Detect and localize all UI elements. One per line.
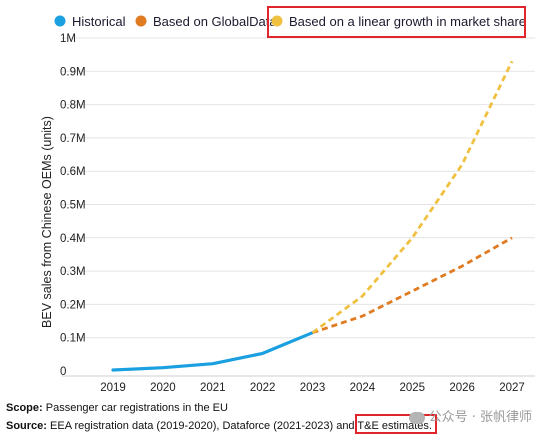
x-tick-label: 2023 (300, 382, 326, 394)
watermark: 公众号 · 张帆律师 (408, 406, 532, 425)
y-tick-label: 0.4M (60, 233, 86, 245)
series-line-2 (312, 236, 513, 335)
series-line-3 (311, 60, 514, 334)
x-axis-ticks: 2019 2020 2021 2022 2023 2024 2025 2026 2027 (100, 382, 525, 394)
source-label: Source: (6, 420, 47, 432)
wechat-icon (408, 411, 425, 424)
legend: Historical Based on GlobalData Based on a … (54, 6, 526, 38)
scope-text: Passenger car registrations in the EU (42, 402, 228, 414)
y-tick-label: 0.8M (60, 100, 86, 112)
series-lines (111, 60, 514, 372)
y-tick-label: 0.3M (60, 266, 86, 278)
x-tick-label: 2021 (200, 382, 226, 394)
y-tick-label: 0 (60, 366, 66, 378)
x-tick-label: 2020 (150, 382, 176, 394)
source-text: EEA registration data (2019-2020), Dataf… (46, 420, 432, 432)
y-tick-label: 0.1M (60, 333, 86, 345)
y-tick-label: 0.2M (60, 299, 86, 311)
legend-marker (135, 15, 147, 27)
x-tick-label: 2025 (399, 382, 425, 394)
scope-label: Scope: (6, 402, 43, 414)
x-tick-label: 2024 (350, 382, 376, 394)
y-tick-label: 0.5M (60, 200, 86, 212)
y-tick-label: 0.6M (60, 166, 86, 178)
legend-highlight-box (267, 6, 526, 38)
y-tick-label: 1M (60, 33, 76, 45)
y-tick-label: 0.7M (60, 133, 86, 145)
legend-label: Historical (72, 14, 126, 29)
x-tick-label: 2019 (100, 382, 126, 394)
scope-note: Scope: Passenger car registrations in th… (6, 402, 228, 414)
legend-label: Based on GlobalData (153, 14, 277, 29)
legend-marker (271, 15, 283, 27)
source-note: Source: EEA registration data (2019-2020… (6, 420, 432, 432)
legend-marker (54, 15, 66, 27)
source-highlight-box (355, 414, 437, 434)
y-axis-label: BEV sales from Chinese OEMs (units) (40, 116, 54, 328)
x-tick-label: 2027 (499, 382, 525, 394)
y-axis-ticks: 0 0.1M 0.2M 0.3M 0.4M 0.5M 0.6M 0.7M 0.8M 0.9M 1M (60, 33, 86, 378)
gridlines (62, 37, 535, 377)
x-tick-label: 2026 (449, 382, 475, 394)
x-tick-label: 2022 (250, 382, 276, 394)
series-line-1 (111, 331, 315, 372)
legend-label: Based on a linear growth in market share (289, 14, 526, 29)
watermark-text: 公众号 · 张帆律师 (428, 410, 532, 425)
y-tick-label: 0.9M (60, 66, 86, 78)
